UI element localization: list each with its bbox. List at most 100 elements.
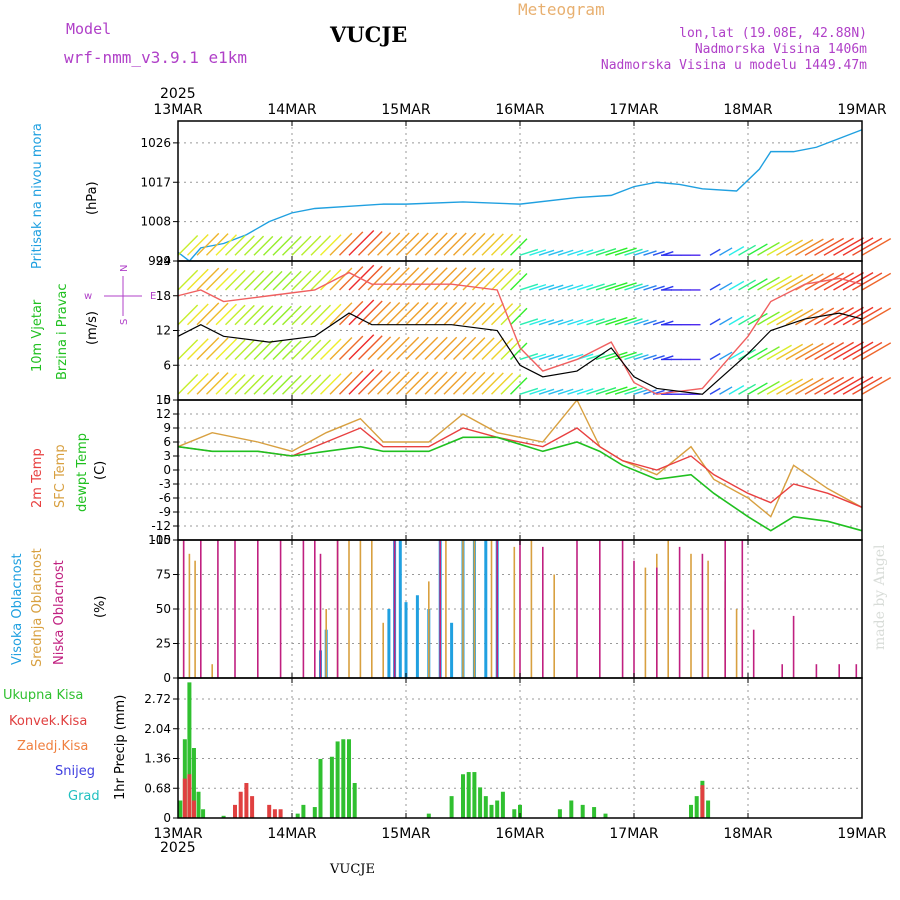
wind-arrow [529, 318, 547, 326]
wind-arrow [187, 268, 209, 291]
wind-arrow [253, 270, 274, 291]
wind-arrow [776, 378, 804, 395]
wind-arrow [253, 235, 274, 256]
wind-arrow [510, 307, 528, 326]
wind-arrow [396, 371, 420, 395]
precip-bar [352, 783, 357, 818]
panel-frame [177, 677, 863, 819]
wind-arrow [225, 304, 246, 326]
precip-bar [238, 791, 243, 818]
wind-arrow [766, 240, 792, 256]
wind-arrow [415, 232, 439, 256]
wind-arrow [624, 318, 643, 326]
wind-arrow [206, 337, 229, 360]
wind-arrow [263, 375, 283, 395]
wind-arrow [652, 250, 665, 256]
wind-arrow [747, 382, 768, 395]
wind-arrow [206, 267, 229, 291]
wind-arrow [206, 372, 229, 395]
model-elevation-text: Nadmorska Visina u modelu 1449.47m [600, 58, 867, 73]
precip-bar [335, 741, 340, 818]
date-label-bottom: 17MAR [609, 826, 658, 842]
wind-arrow [538, 284, 555, 291]
wind-arrow [652, 285, 665, 291]
wind-arrow [405, 302, 429, 326]
wind-arrow [538, 388, 555, 395]
wind-arrow [348, 368, 375, 395]
wind-arrow [215, 234, 238, 256]
wind-arrow [253, 340, 274, 360]
wind-arrow [633, 354, 649, 361]
wind-arrow [586, 248, 605, 256]
wind-arrow [614, 317, 637, 326]
wind-arrow [643, 389, 657, 395]
wind-arrow [367, 336, 392, 360]
wind-arrow [415, 336, 439, 360]
wind-arrow [263, 236, 283, 256]
wind-arrow [747, 243, 768, 256]
wind-arrow [415, 267, 439, 291]
precip-bar [250, 796, 255, 818]
wind-arrow [804, 342, 835, 361]
wind-arrow [215, 303, 238, 326]
compass-n: N [119, 265, 130, 272]
wind-arrow [424, 267, 448, 291]
wind-arrow [310, 339, 332, 360]
wind-arrow [291, 235, 312, 256]
year-top: 2025 [160, 86, 196, 102]
wind-arrow [595, 282, 617, 291]
wind-arrow [738, 244, 756, 256]
wind-arrow [624, 352, 643, 361]
lonlat-text: lon,lat (19.08E, 42.88N) [679, 26, 867, 41]
y-tick-label: 1008 [140, 215, 171, 229]
wind-arrow [339, 300, 364, 326]
wind-arrow [405, 267, 429, 291]
wind-arrow [728, 280, 745, 291]
wind-arrow [652, 355, 665, 361]
wind-arrow [462, 302, 486, 326]
wind-arrow [548, 354, 564, 361]
wind-arrow [804, 238, 835, 256]
wind-arrow [557, 353, 574, 361]
wind-arrow [823, 376, 854, 395]
wind-arrow [386, 302, 410, 326]
y-tick-label: 12 [156, 407, 171, 421]
precip-bar [557, 809, 562, 818]
precip-bar [191, 748, 196, 818]
wind-arrow [576, 249, 594, 256]
wind-arrow [196, 232, 220, 256]
wind-arrow [386, 371, 410, 395]
wind-arrow [595, 387, 617, 395]
wind-arrow [500, 235, 522, 256]
wind-arrow [557, 388, 574, 395]
wind-arrow [187, 372, 209, 395]
wind-arrow [263, 340, 283, 360]
precip-bar [191, 800, 196, 818]
wind-arrow [329, 267, 353, 291]
wind-arrow [329, 337, 353, 360]
y-tick-label: 50 [156, 602, 171, 616]
wind-arrow [462, 232, 486, 256]
wind-arrow [320, 234, 342, 256]
precip-bar [569, 800, 574, 818]
precip-bar [592, 807, 597, 818]
wind-arrow [861, 272, 892, 291]
wind-arrow [453, 336, 477, 360]
model-version: wrf-nmm_v3.9.1 e1km [64, 48, 248, 67]
wind-arrow [234, 270, 255, 291]
wind-arrow [177, 235, 199, 256]
cloud-label-2: Srednja Oblacnost [30, 548, 45, 667]
wind-arrow [766, 379, 792, 395]
wind-arrow [348, 334, 375, 360]
wind-arrow [709, 248, 721, 256]
wind-arrow [842, 376, 874, 395]
wind-arrow [472, 267, 495, 291]
wind-arrow [329, 371, 353, 395]
wind-arrow [719, 386, 733, 395]
wind-arrow [814, 307, 845, 326]
wind-arrow [244, 339, 265, 360]
wind-arrow [548, 284, 564, 291]
wind-label-1: 10m Vjetar [30, 299, 45, 372]
precip-bar [495, 800, 500, 818]
wind-arrow [358, 265, 383, 291]
